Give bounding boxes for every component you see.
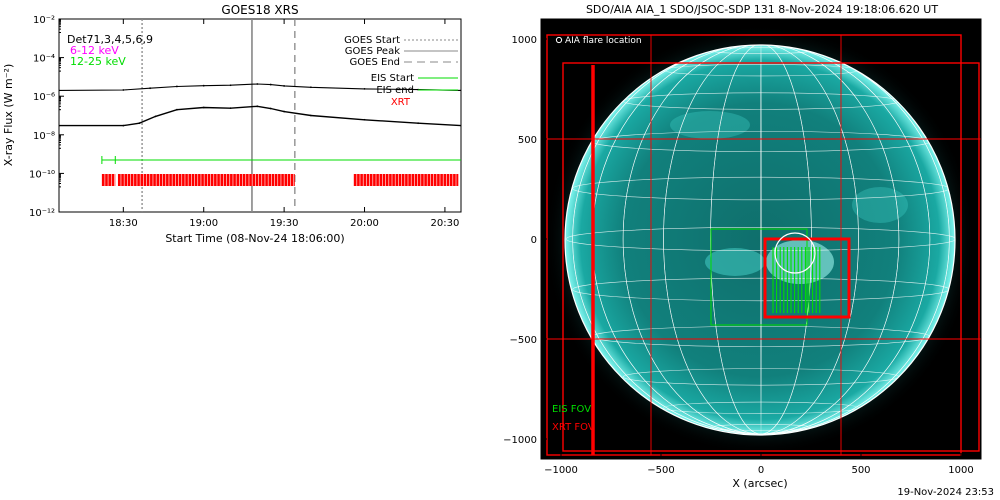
- goes-x-tick-label: 19:00: [189, 218, 218, 229]
- goes-x-tick-label: 20:00: [350, 218, 379, 229]
- eis-fov-label: EIS FOV: [552, 404, 591, 415]
- flare-location-marker: [774, 232, 816, 274]
- goes-series-point: [283, 85, 286, 87]
- goes-series-point: [122, 89, 125, 91]
- fov-boxes: [541, 34, 981, 456]
- active-region-glow: [766, 240, 834, 284]
- goes-series-point: [310, 114, 312, 117]
- band-high-label: 12-25 keV: [70, 55, 126, 68]
- xrt-fov-box: [546, 34, 962, 456]
- aia-y-tick-label: −500: [510, 335, 537, 346]
- aia-x-tick-label: 1000: [948, 465, 973, 476]
- goes-x-label: Start Time (08-Nov-24 18:06:00): [165, 232, 344, 245]
- aia-panel: SDO/AIA AIA_1 SDO/JSOC-SDP 131 8-Nov-202…: [503, 3, 982, 490]
- goes-series-point: [460, 124, 461, 127]
- goes-series-point: [283, 110, 286, 113]
- goes-series-point: [363, 118, 366, 121]
- goes-y-tick-label: 10⁻¹²: [29, 208, 55, 219]
- bright-patch-west: [852, 187, 908, 223]
- aia-x-tick-label: −500: [647, 465, 674, 476]
- goes-series-point: [176, 85, 178, 88]
- goes-y-tick-label: 10⁻²: [33, 15, 55, 26]
- goes-x-tick-label: 20:30: [431, 218, 460, 229]
- goes-series-point: [138, 122, 141, 125]
- channels-label: Det71,3,4,5,6,9: [67, 33, 153, 46]
- goes-x-tick-label: 18:30: [109, 218, 138, 229]
- goes-series-line: [59, 105, 461, 127]
- goes-series-point: [417, 122, 420, 125]
- goes-y-tick-label: 10⁻⁴: [33, 54, 55, 65]
- xrt-coverage-bar: [353, 174, 459, 186]
- aia-x-axis: −1000 −500 0 500 1000: [544, 453, 974, 476]
- eis-fov-box: [710, 228, 808, 326]
- goes-series-point: [363, 87, 366, 90]
- goes-y-tick-label: 10⁻⁸: [33, 131, 55, 142]
- xrt-fov-box: [562, 62, 980, 452]
- aia-x-tick-label: 500: [851, 465, 870, 476]
- goes-series-point: [269, 83, 272, 86]
- goes-y-tick-label: 10⁻¹⁰: [29, 169, 55, 180]
- goes-x-tick-label: 19:30: [270, 218, 299, 229]
- goes-series-point: [269, 107, 272, 110]
- aia-y-tick-label: 500: [518, 135, 537, 146]
- aia-x-tick-label: 0: [758, 465, 764, 476]
- timestamp-footer: 19-Nov-2024 23:53: [897, 487, 994, 498]
- goes-series-point: [122, 124, 125, 127]
- goes-series-point: [59, 89, 60, 92]
- aia-x-label: X (arcsec): [732, 477, 787, 490]
- xrt-fov-box: [763, 237, 851, 319]
- aia-y-tick-label: −1000: [503, 435, 537, 446]
- goes-series-point: [310, 86, 312, 89]
- goes-panel: GOES18 XRS 10⁻² 10⁻⁴ 10⁻⁶ 10⁻⁸ 10⁻¹⁰ 10⁻¹² 18…: [2, 3, 462, 245]
- legend-goes-peak: GOES Peak: [345, 46, 400, 57]
- goes-y-label: X-ray Flux (W m⁻²): [2, 64, 15, 166]
- goes-x-axis: 18:30 19:00 19:30 20:00 20:30: [109, 19, 459, 229]
- goes-legend: GOES Start GOES Peak GOES End EIS Start …: [344, 35, 458, 108]
- goes-plot-frame: [58, 18, 462, 213]
- legend-eis-start: EIS Start: [371, 73, 414, 84]
- band-low-label: 6-12 keV: [70, 44, 119, 57]
- goes-series-point: [202, 84, 205, 87]
- goes-series-point: [460, 89, 461, 92]
- goes-coverage-bars: [101, 156, 461, 186]
- latitude-line: [565, 227, 955, 252]
- legend-eis-end: EIS end: [376, 85, 414, 96]
- flare-legend-label: AIA flare location: [565, 36, 642, 46]
- longitude-line: [572, 45, 950, 435]
- legend-goes-end: GOES End: [350, 57, 400, 68]
- xrt-fov-label: XRT FOV: [552, 422, 595, 433]
- aia-y-axis: 1000 500 0 −500 −1000: [503, 35, 547, 446]
- solar-disk: [565, 45, 955, 435]
- bright-patch-east: [705, 248, 765, 276]
- aia-title: SDO/AIA AIA_1 SDO/JSOC-SDP 131 8-Nov-202…: [586, 3, 938, 16]
- goes-series-point: [176, 108, 178, 111]
- solar-limb: [564, 44, 956, 436]
- goes-series-point: [149, 87, 152, 90]
- goes-series-point: [256, 105, 259, 108]
- flare-legend-icon: [555, 36, 563, 44]
- xrt-coverage-bar: [117, 174, 295, 186]
- goes-y-axis: 10⁻² 10⁻⁴ 10⁻⁶ 10⁻⁸ 10⁻¹⁰ 10⁻¹²: [29, 15, 64, 219]
- aia-y-tick-label: 1000: [512, 35, 537, 46]
- goes-series-point: [202, 106, 205, 109]
- goes-y-tick-label: 10⁻⁶: [33, 92, 55, 103]
- legend-goes-start: GOES Start: [344, 35, 400, 46]
- aia-x-tick-label: −1000: [544, 465, 578, 476]
- latitude-line: [710, 424, 812, 431]
- aia-y-tick-label: 0: [531, 235, 537, 246]
- goes-curves: [59, 83, 461, 127]
- xrt-coverage-bar: [101, 174, 116, 186]
- goes-series-point: [229, 107, 232, 110]
- legend-xrt: XRT: [391, 97, 411, 108]
- goes-series-point: [154, 115, 157, 118]
- goes-title: GOES18 XRS: [221, 3, 298, 17]
- goes-series-point: [256, 83, 259, 85]
- goes-series-point: [229, 84, 232, 87]
- goes-series-point: [59, 124, 60, 127]
